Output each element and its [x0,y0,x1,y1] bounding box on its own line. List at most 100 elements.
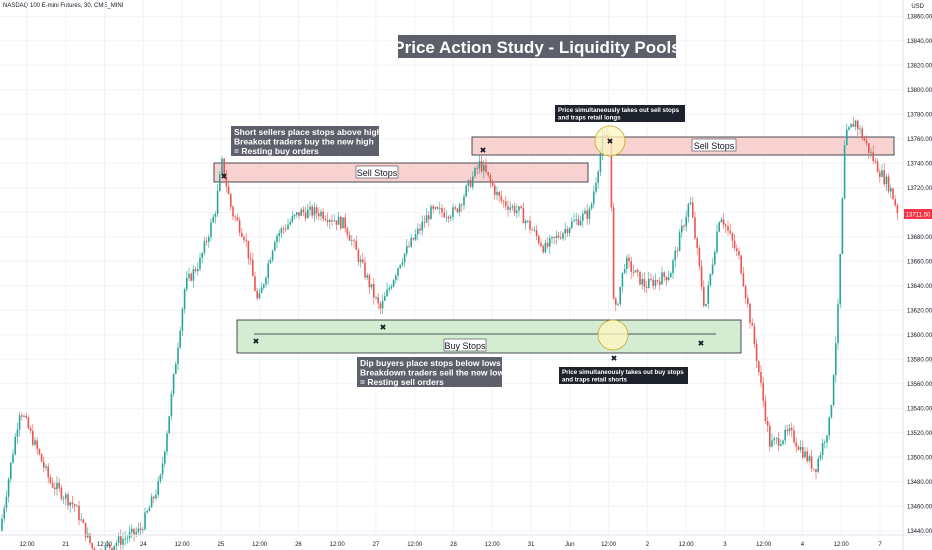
candle-body [58,482,60,488]
candle-body [300,209,302,216]
buy-stops-callout-line: Price simultaneously takes out buy stops [562,369,684,376]
candle-body [368,275,371,288]
candle-body [771,440,773,447]
candle-body [168,416,170,434]
price-axis[interactable]: 13860.00 13840.00 13820.00 13800.00 13780.00… [907,14,932,535]
sell-stops-zone-right [471,136,895,156]
candle-body [373,284,375,298]
time-tick-label: 12:00 [834,542,850,548]
candle-body [313,207,316,216]
candle-body [727,226,729,231]
candle-body [489,175,492,182]
candle-body [474,167,476,177]
candle-body [586,210,588,219]
candle-body [245,239,247,241]
candle-body [716,231,718,253]
time-tick-label: 28 [450,542,457,548]
candle-body [659,281,661,285]
candle-body [353,240,355,242]
candle-body [197,269,199,272]
candle-body [758,361,760,373]
candle-body [287,224,289,230]
candle-body [12,454,14,463]
candle-body [344,217,346,229]
candle-body [56,482,58,490]
candle-body [590,203,593,209]
candle-body [120,536,122,545]
candle-body [573,220,575,222]
candle-body [375,297,377,299]
candle-body [722,219,725,225]
candle-body [577,219,580,226]
candle-body [412,237,415,240]
candle-body [751,322,753,326]
candle-body [485,164,487,173]
candle-body [837,304,839,344]
price-tick-label: 13560.00 [907,382,932,388]
buy-stops-callout-box [559,367,688,384]
candle-body [522,208,525,224]
current-price-label: 13711.50 [906,213,931,219]
candle-body [786,429,789,432]
candle-body [106,544,109,546]
price-tick-label: 13480.00 [907,480,932,486]
candle-body [428,215,430,220]
price-tick-label: 13460.00 [907,504,932,510]
candle-body [27,417,30,429]
candle-body [113,545,115,550]
candle-body [65,494,67,499]
candle-body [359,259,362,262]
candle-body [298,212,300,216]
candle-body [755,343,758,362]
candle-body [91,543,93,549]
candle-body [150,496,153,508]
candle-body [60,487,63,499]
time-tick-label: 12:00 [175,542,191,548]
candle-body [593,191,595,204]
dip-buyers-note-line: Breakdown traders sell the new low [360,368,504,378]
candle-body [463,196,465,206]
candle-body [709,273,712,286]
candle-body [93,548,96,550]
candle-body [797,446,800,450]
time-tick-label: 4 [801,542,805,548]
candle-body [403,253,406,263]
candle-body [280,228,283,234]
candle-body [126,537,129,539]
candle-body [230,194,232,207]
candle-body [887,176,890,192]
time-axis[interactable]: 12:00 21 12:00 24 12:00 25 12:00 26 12:00 27 12:00… [19,542,882,548]
candle-body [744,286,747,299]
candle-body [637,269,639,272]
candle-body [753,325,756,344]
candle-body [172,373,175,394]
candle-body [555,235,558,238]
candle-body [104,545,107,550]
candle-body [665,276,668,281]
candle-body [740,255,742,274]
candle-body [265,277,267,285]
candle-body [538,236,540,244]
time-tick-label: Jun [565,542,575,548]
candle-body [320,211,322,217]
candle-body [445,216,448,218]
candle-body [247,240,250,259]
candle-body [234,216,236,218]
price-tick-label: 13680.00 [907,235,932,241]
candle-body [516,210,518,213]
candle-body [322,211,324,219]
candle-body [447,216,450,219]
candle-body [610,139,613,208]
candle-body [267,263,269,278]
candle-body [641,279,643,285]
candle-body [749,303,751,323]
candle-body [170,393,173,417]
candle-body [782,440,784,445]
price-tick-label: 13760.00 [907,137,932,143]
candle-body [544,242,547,253]
candle-body [381,300,384,309]
candle-body [227,186,230,195]
candle-body [597,171,599,183]
marker-x: ✖ [607,137,614,146]
candle-body [62,498,65,500]
